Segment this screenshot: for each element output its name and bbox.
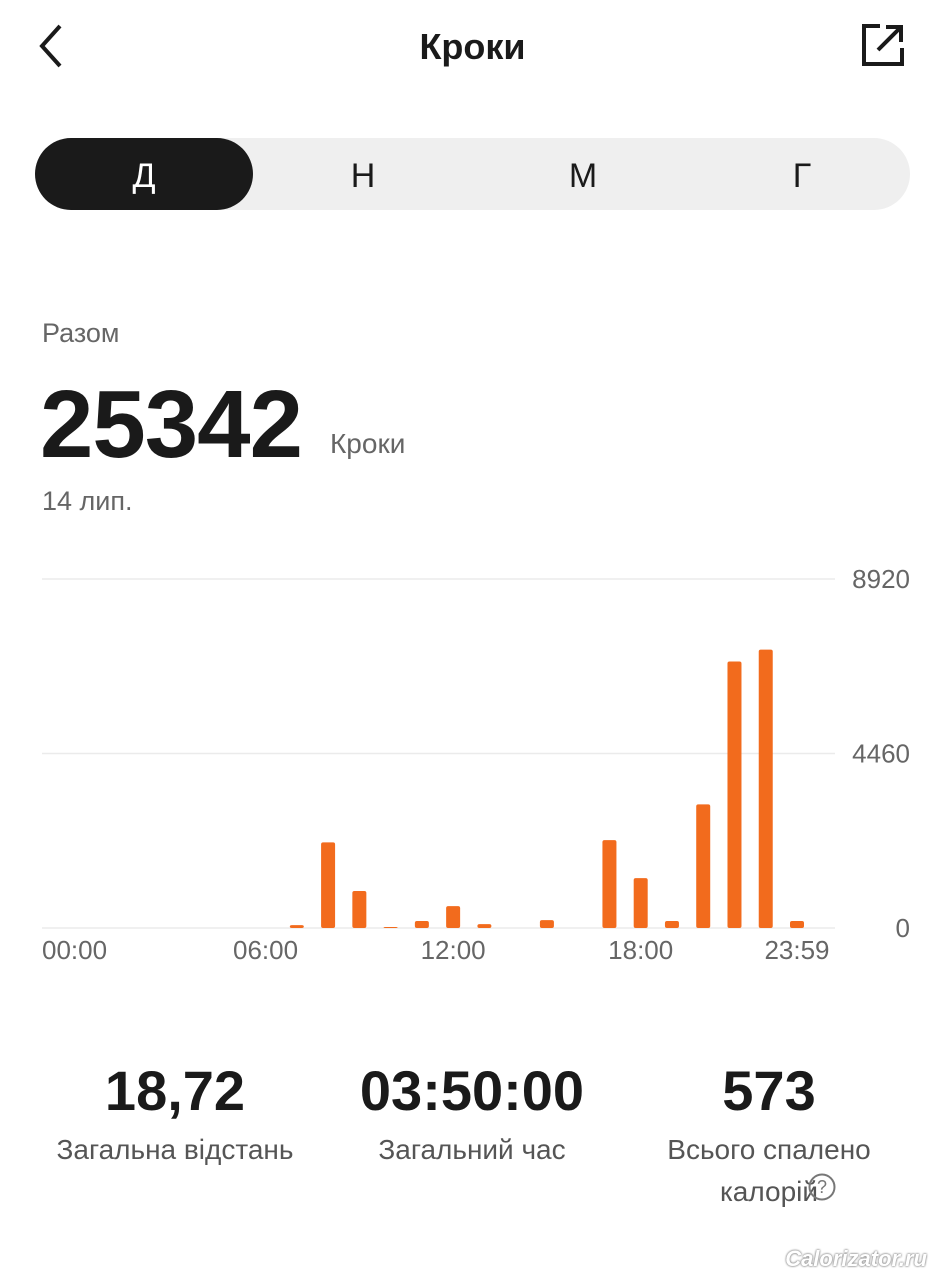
bar — [383, 927, 398, 928]
bar — [664, 920, 679, 928]
bar — [790, 920, 804, 928]
watermark: Calorizator.ru — [785, 1246, 927, 1271]
summary-label: Разом — [42, 318, 120, 348]
stat-value: 573 — [722, 1059, 816, 1122]
stat: 03:50:00 Загальний час — [322, 1058, 622, 1171]
stat: 573 Всього спалено калорій — [619, 1058, 919, 1213]
bar — [696, 804, 711, 928]
share-button[interactable] — [860, 22, 906, 68]
stat-label: Загальна відстань — [56, 1134, 294, 1165]
tab[interactable]: Д — [35, 138, 253, 210]
x-tick-label: 23:59 — [764, 935, 829, 965]
stat-label: Загальний час — [378, 1134, 566, 1165]
svg-text:?: ? — [817, 1177, 827, 1197]
bar — [758, 649, 773, 928]
tab[interactable]: М — [568, 157, 598, 195]
summary-total: 25342 — [40, 371, 303, 478]
stat-value: 03:50:00 — [359, 1059, 585, 1122]
x-tick-label: 06:00 — [233, 935, 298, 965]
back-button[interactable] — [36, 24, 66, 68]
y-tick-label: 0 — [896, 913, 910, 943]
x-tick-label: 00:00 — [42, 935, 107, 965]
summary-date: 14 лип. — [42, 486, 133, 516]
bar — [477, 924, 492, 928]
bar — [321, 842, 336, 928]
x-tick-label: 12:00 — [421, 935, 486, 965]
y-tick-label: 8920 — [852, 564, 910, 594]
stat-label: Всього спалено калорій — [667, 1134, 871, 1207]
bar — [446, 906, 461, 928]
bar — [539, 920, 554, 928]
bar — [727, 661, 742, 928]
stat: 18,72 Загальна відстань — [25, 1058, 325, 1171]
tab[interactable]: Г — [792, 157, 812, 195]
period-tabs: Д Н М Г — [35, 138, 910, 210]
summary-unit: Кроки — [330, 428, 406, 459]
info-icon[interactable]: ? — [807, 1172, 837, 1202]
chart: 0 4460 8920 00:00 06:00 12:00 18:00 23:59 — [42, 564, 910, 965]
bar — [352, 891, 367, 928]
bar — [289, 925, 304, 928]
y-tick-label: 4460 — [852, 738, 910, 768]
bar — [414, 920, 429, 928]
page-title: Кроки — [419, 26, 526, 67]
stat-value: 18,72 — [104, 1059, 246, 1122]
x-tick-label: 18:00 — [608, 935, 673, 965]
bar — [602, 840, 617, 928]
tab[interactable]: Н — [350, 157, 376, 195]
bar — [633, 878, 648, 928]
